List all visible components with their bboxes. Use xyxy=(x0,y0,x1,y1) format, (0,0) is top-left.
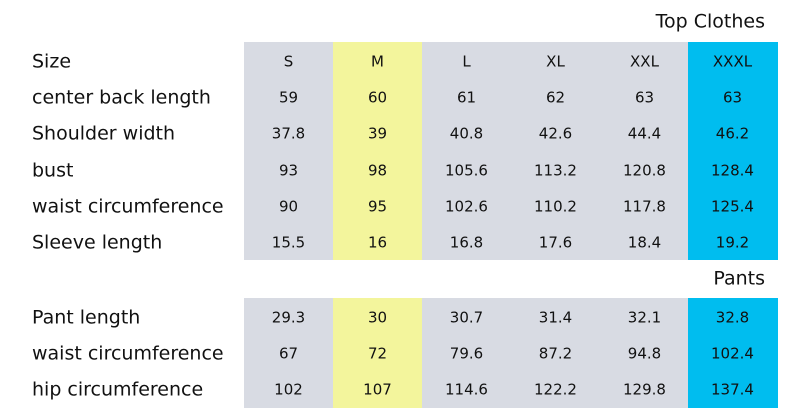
column-band xyxy=(511,298,601,408)
row-label: Pant length xyxy=(32,306,141,329)
column-band xyxy=(600,42,690,261)
cell-value: 105.6 xyxy=(445,161,488,179)
cell-value: 117.8 xyxy=(623,197,666,216)
cell-value: 46.2 xyxy=(715,124,750,143)
cell-value: 125.4 xyxy=(711,197,754,216)
column-band xyxy=(688,298,778,408)
cell-value: 32.1 xyxy=(627,308,662,327)
row-label: waist circumference xyxy=(32,195,224,218)
cell-value: 113.2 xyxy=(534,161,577,179)
column-band xyxy=(688,42,778,261)
cell-value: 94.8 xyxy=(627,344,662,363)
cell-value: 110.2 xyxy=(534,197,577,216)
cell-value: 18.4 xyxy=(627,233,662,252)
cell-value: 32.8 xyxy=(715,308,750,327)
cell-value: 63 xyxy=(722,88,743,107)
row-label: bust xyxy=(32,159,74,181)
column-band xyxy=(333,298,423,408)
cell-value: 16.8 xyxy=(449,233,484,252)
cell-value: 93 xyxy=(278,161,299,179)
cell-value: 107 xyxy=(363,380,392,399)
cell-value: 90 xyxy=(278,197,299,216)
column-band xyxy=(600,298,690,408)
cell-value: 61 xyxy=(456,88,477,107)
cell-value: 15.5 xyxy=(271,233,306,252)
cell-value: 122.2 xyxy=(534,380,577,399)
cell-value: 129.8 xyxy=(623,380,666,399)
size-header: S xyxy=(283,52,294,71)
cell-value: 60 xyxy=(367,88,388,107)
cell-value: 40.8 xyxy=(449,124,484,143)
cell-value: 67 xyxy=(278,344,299,363)
cell-value: 37.8 xyxy=(271,124,306,143)
cell-value: 39 xyxy=(367,124,388,143)
section-title: Pants xyxy=(713,267,765,290)
size-header: M xyxy=(371,52,384,71)
cell-value: 95 xyxy=(367,197,388,216)
cell-value: 102.4 xyxy=(711,344,754,363)
cell-value: 87.2 xyxy=(538,344,573,363)
cell-value: 16 xyxy=(367,233,388,252)
cell-value: 102.6 xyxy=(445,197,488,216)
cell-value: 19.2 xyxy=(715,233,750,252)
column-band xyxy=(422,298,512,408)
cell-value: 29.3 xyxy=(271,308,306,327)
cell-value: 30 xyxy=(367,308,388,327)
cell-value: 17.6 xyxy=(538,233,573,252)
column-band xyxy=(422,42,512,261)
cell-value: 62 xyxy=(545,88,566,107)
cell-value: 30.7 xyxy=(449,308,484,327)
row-label: waist circumference xyxy=(32,342,224,365)
size-header: XXXL xyxy=(712,52,753,71)
cell-value: 42.6 xyxy=(538,124,573,143)
row-label: hip circumference xyxy=(32,378,204,401)
cell-value: 102 xyxy=(274,380,303,399)
column-band xyxy=(333,42,423,261)
cell-value: 120.8 xyxy=(623,161,666,179)
header-label: Size xyxy=(32,50,72,73)
row-label: Shoulder width xyxy=(32,122,176,145)
cell-value: 44.4 xyxy=(627,124,662,143)
size-header: L xyxy=(462,52,471,71)
cell-value: 128.4 xyxy=(711,161,754,179)
cell-value: 137.4 xyxy=(711,380,754,399)
cell-value: 63 xyxy=(634,88,655,107)
section-title: Top Clothes xyxy=(655,10,765,33)
cell-value: 79.6 xyxy=(449,344,484,363)
cell-value: 72 xyxy=(367,344,388,363)
column-band xyxy=(244,42,334,261)
row-label: center back length xyxy=(32,86,211,109)
column-band xyxy=(511,42,601,261)
cell-value: 114.6 xyxy=(445,380,488,399)
size-header: XXL xyxy=(630,52,659,71)
cell-value: 59 xyxy=(278,88,299,107)
row-label: Sleeve length xyxy=(32,231,163,254)
cell-value: 31.4 xyxy=(538,308,573,327)
cell-value: 98 xyxy=(367,161,388,179)
size-header: XL xyxy=(546,52,565,71)
column-band xyxy=(244,298,334,408)
